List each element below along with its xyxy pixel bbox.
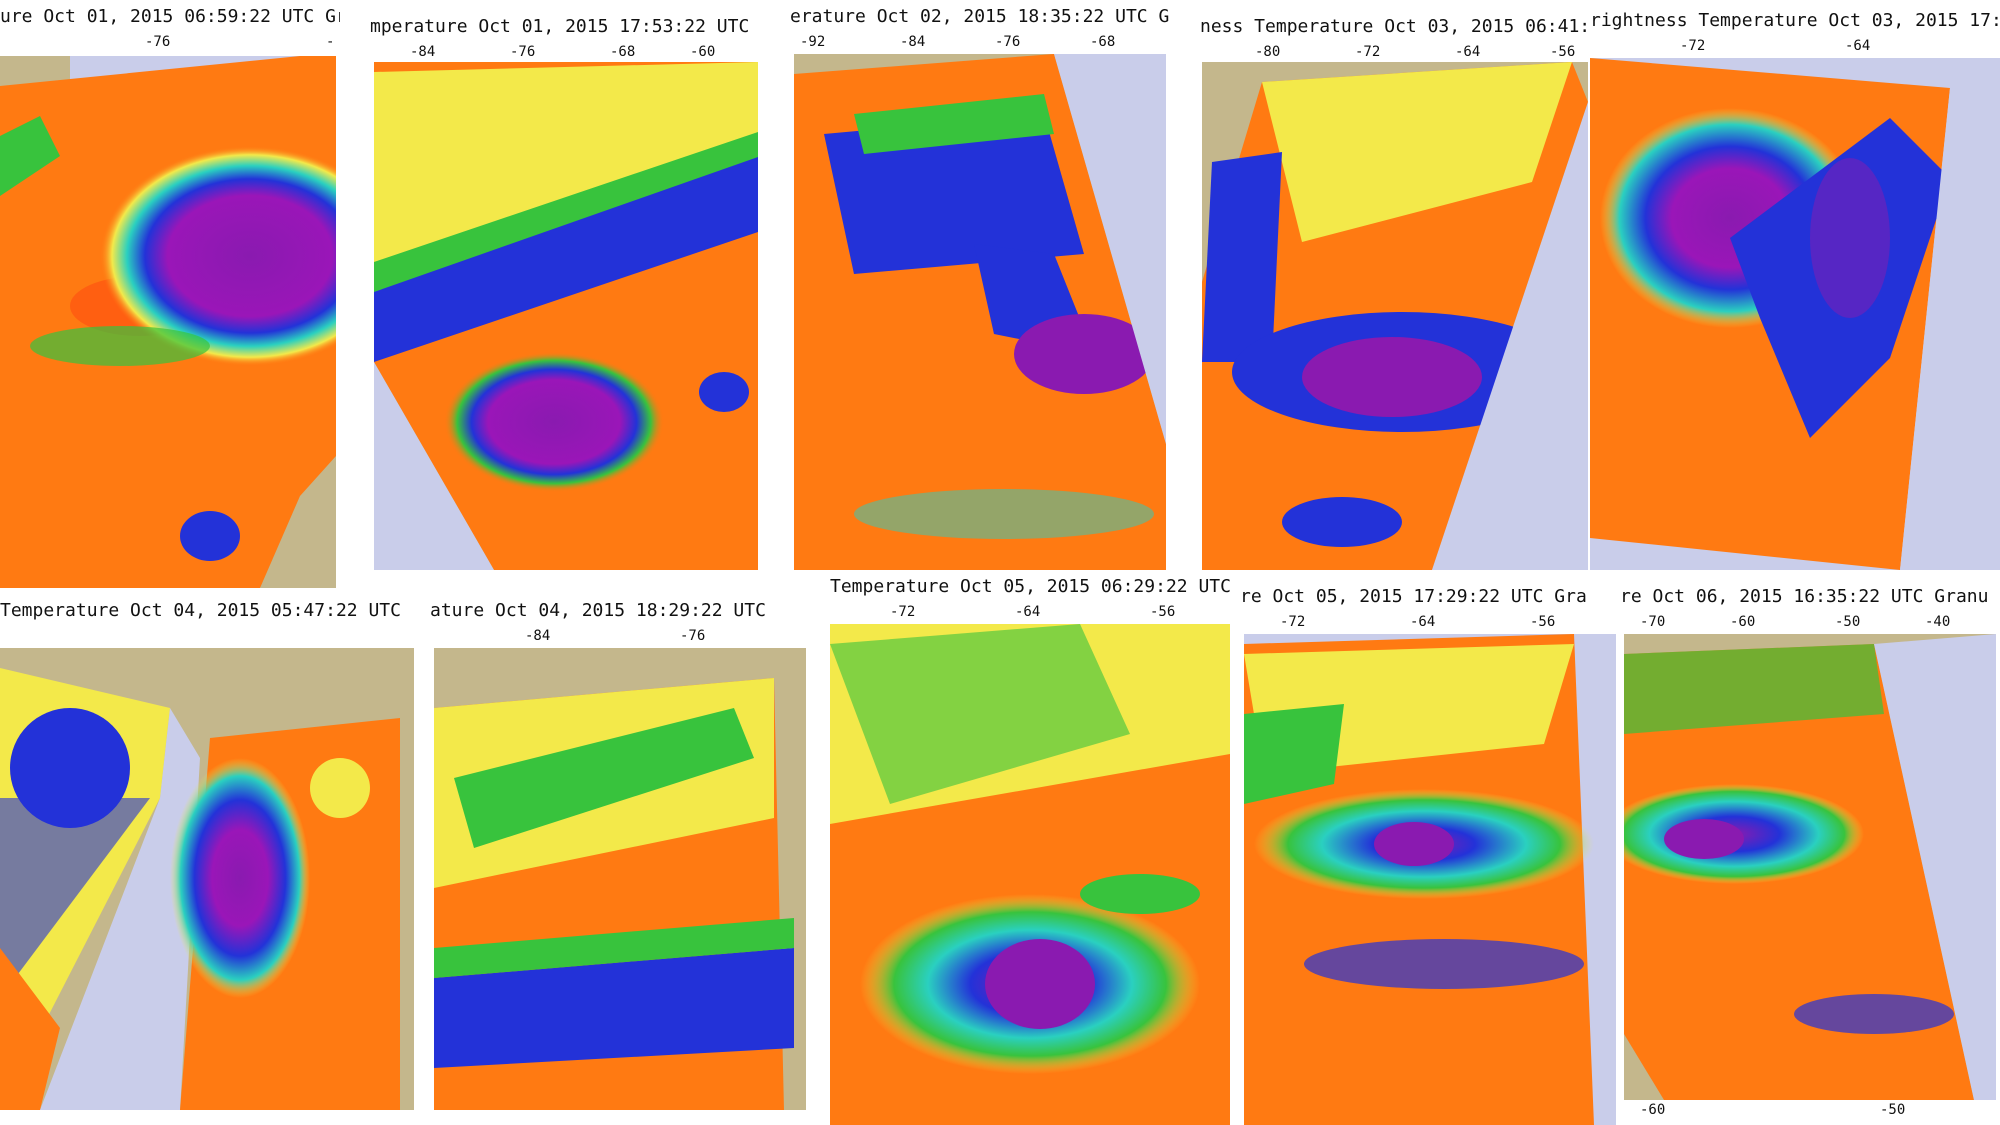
panel-caption: Temperature Oct 04, 2015 05:47:22 UTC bbox=[0, 600, 401, 621]
lon-tick: -64 bbox=[1015, 604, 1041, 620]
map-graphic bbox=[1244, 634, 1616, 1125]
lon-tick: -64 bbox=[1455, 44, 1481, 60]
map-graphic bbox=[0, 648, 414, 1110]
brightness-temperature-map bbox=[830, 624, 1230, 1125]
panel-caption: mperature Oct 01, 2015 17:53:22 UTC Gr bbox=[370, 16, 760, 37]
lon-tick: -72 bbox=[1680, 38, 1706, 54]
panel-caption: re Oct 05, 2015 17:29:22 UTC Gra bbox=[1240, 586, 1587, 607]
panel-caption: ness Temperature Oct 03, 2015 06:41:22 U… bbox=[1200, 16, 1590, 37]
map-graphic bbox=[434, 648, 806, 1110]
lon-tick: -72 bbox=[1280, 614, 1306, 630]
lon-tick-bottom: -50 bbox=[1880, 1102, 1906, 1118]
satellite-panel-oct05-0629: Temperature Oct 05, 2015 06:29:22 UTC -7… bbox=[830, 570, 1230, 1125]
lon-tick: -84 bbox=[900, 34, 926, 50]
brightness-temperature-map bbox=[434, 648, 806, 1110]
map-graphic bbox=[794, 54, 1166, 570]
lon-tick: -56 bbox=[1530, 614, 1556, 630]
brightness-temperature-map bbox=[794, 54, 1166, 570]
lon-tick: -56 bbox=[1150, 604, 1176, 620]
panel-caption: Temperature Oct 05, 2015 06:29:22 UTC bbox=[830, 576, 1230, 597]
panel-caption: ure Oct 01, 2015 06:59:22 UTC Gr bbox=[0, 6, 340, 27]
satellite-panel-oct02-1835: erature Oct 02, 2015 18:35:22 UTC Granu … bbox=[790, 0, 1170, 588]
lon-tick: -76 bbox=[680, 628, 706, 644]
lon-tick: - bbox=[326, 34, 335, 50]
lon-tick: -76 bbox=[510, 44, 536, 60]
satellite-panel-oct04-0547: Temperature Oct 04, 2015 05:47:22 UTC bbox=[0, 588, 420, 1125]
satellite-panel-oct01-1753: mperature Oct 01, 2015 17:53:22 UTC Gr -… bbox=[370, 0, 760, 588]
lon-tick-bottom: -60 bbox=[1640, 1102, 1666, 1118]
lon-tick: -76 bbox=[145, 34, 171, 50]
lon-tick: -60 bbox=[1730, 614, 1756, 630]
satellite-panel-oct04-1829: ature Oct 04, 2015 18:29:22 UTC -84 -76 bbox=[430, 588, 810, 1125]
lon-tick: -84 bbox=[410, 44, 436, 60]
brightness-temperature-map bbox=[374, 62, 758, 570]
lon-tick: -50 bbox=[1835, 614, 1861, 630]
lon-tick: -84 bbox=[525, 628, 551, 644]
brightness-temperature-map bbox=[0, 56, 336, 588]
brightness-temperature-map bbox=[1244, 634, 1616, 1125]
satellite-panel-oct03-1741: rightness Temperature Oct 03, 2015 17:41… bbox=[1590, 0, 2000, 588]
lon-tick: -68 bbox=[610, 44, 636, 60]
brightness-temperature-map bbox=[1624, 634, 1996, 1100]
lon-tick: -92 bbox=[800, 34, 826, 50]
lon-tick: -70 bbox=[1640, 614, 1666, 630]
map-graphic bbox=[1590, 58, 2000, 570]
map-graphic bbox=[830, 624, 1230, 1125]
lon-tick: -76 bbox=[995, 34, 1021, 50]
map-graphic bbox=[0, 56, 336, 588]
brightness-temperature-map bbox=[1202, 62, 1588, 570]
lon-tick: -72 bbox=[1355, 44, 1381, 60]
satellite-panel-oct01-0659: ure Oct 01, 2015 06:59:22 UTC Gr -76 - bbox=[0, 0, 340, 588]
lon-tick: -56 bbox=[1550, 44, 1576, 60]
satellite-panel-oct03-0641: ness Temperature Oct 03, 2015 06:41:22 U… bbox=[1200, 0, 1590, 588]
brightness-temperature-map bbox=[1590, 58, 2000, 570]
map-graphic bbox=[1624, 634, 1996, 1100]
panel-caption: rightness Temperature Oct 03, 2015 17:41… bbox=[1590, 10, 2000, 31]
satellite-panel-oct06-1635: re Oct 06, 2015 16:35:22 UTC Granu -70 -… bbox=[1620, 580, 2000, 1125]
lon-tick: -60 bbox=[690, 44, 716, 60]
satellite-panel-oct05-1729: re Oct 05, 2015 17:29:22 UTC Gra -72 -64… bbox=[1240, 580, 1620, 1125]
panel-caption: ature Oct 04, 2015 18:29:22 UTC bbox=[430, 600, 766, 621]
panel-caption: re Oct 06, 2015 16:35:22 UTC Granu bbox=[1620, 586, 1989, 607]
map-graphic bbox=[1202, 62, 1588, 570]
brightness-temperature-map bbox=[0, 648, 414, 1110]
map-graphic bbox=[374, 62, 758, 570]
lon-tick: -80 bbox=[1255, 44, 1281, 60]
lon-tick: -40 bbox=[1925, 614, 1951, 630]
lon-tick: -64 bbox=[1410, 614, 1436, 630]
panel-caption: erature Oct 02, 2015 18:35:22 UTC Granu bbox=[790, 6, 1170, 27]
lon-tick: -72 bbox=[890, 604, 916, 620]
lon-tick: -64 bbox=[1845, 38, 1871, 54]
lon-tick: -68 bbox=[1090, 34, 1116, 50]
